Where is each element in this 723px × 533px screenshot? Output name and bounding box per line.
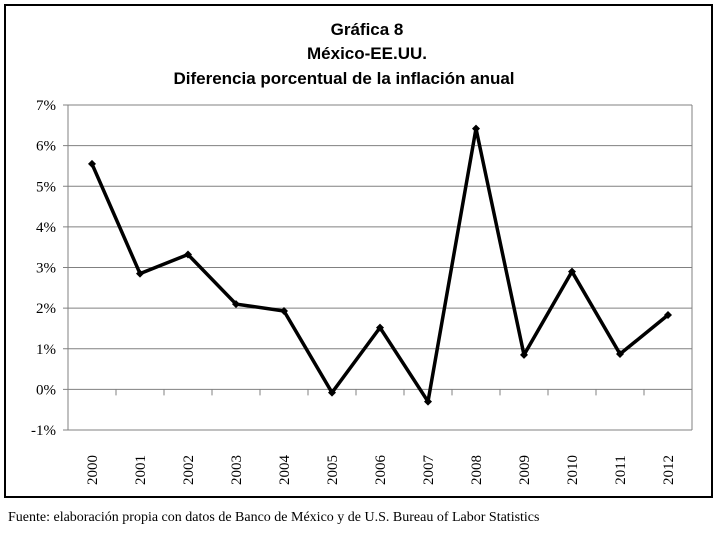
data-point-marker xyxy=(376,323,384,332)
x-tick-label: 2002 xyxy=(181,455,197,485)
x-tick-label: 2009 xyxy=(517,455,533,485)
y-tick-label: 5% xyxy=(36,179,56,195)
source-note: Fuente: elaboración propia con datos de … xyxy=(8,510,540,525)
x-tick-label: 2008 xyxy=(469,455,485,485)
y-tick-label: 3% xyxy=(36,261,56,277)
data-point-marker xyxy=(616,350,624,359)
data-point-marker xyxy=(184,250,192,259)
x-tick-label: 2006 xyxy=(373,455,389,486)
data-point-marker xyxy=(664,311,672,320)
y-tick-label: 0% xyxy=(36,382,56,398)
series-line xyxy=(90,126,670,404)
data-point-marker xyxy=(424,397,432,406)
x-tick-label: 2003 xyxy=(229,455,245,485)
y-tick-label: 4% xyxy=(36,220,56,236)
chart-title: Gráfica 8 México-EE.UU. Diferencia porce… xyxy=(173,20,514,88)
data-point-marker xyxy=(280,306,288,315)
y-axis-ticks: -1% 0% 1% 2% 3% 4% 5% 6% 7% xyxy=(31,98,68,439)
chart-title-line-1: Gráfica 8 xyxy=(331,20,404,39)
x-tick-label: 2011 xyxy=(613,455,629,484)
x-tick-label: 2004 xyxy=(277,455,293,486)
gridlines xyxy=(68,104,692,431)
y-tick-label: 1% xyxy=(36,342,56,358)
x-tick-label: 2000 xyxy=(85,455,101,485)
y-tick-label: -1% xyxy=(31,423,56,439)
data-point-marker xyxy=(568,267,576,276)
chart-frame xyxy=(4,4,713,498)
data-point-marker xyxy=(520,350,528,359)
y-tick-label: 7% xyxy=(36,98,56,114)
x-tick-label: 2007 xyxy=(421,455,437,486)
x-tick-label: 2001 xyxy=(133,455,149,485)
chart-title-line-3: Diferencia porcentual de la inflación an… xyxy=(173,69,514,88)
y-tick-label: 6% xyxy=(36,139,56,155)
data-point-marker xyxy=(88,159,96,168)
x-tick-label: 2010 xyxy=(565,455,581,485)
x-tick-label: 2005 xyxy=(325,455,341,485)
data-series xyxy=(88,124,672,406)
data-point-marker xyxy=(328,388,336,397)
x-axis-ticks: 2000 2001 2002 2003 2004 2005 2006 2007 2008 2009… xyxy=(67,389,693,486)
y-tick-label: 2% xyxy=(36,301,56,317)
chart-title-line-2: México-EE.UU. xyxy=(307,44,427,63)
data-point-marker xyxy=(232,300,240,309)
data-point-marker xyxy=(472,124,480,133)
data-point-marker xyxy=(136,269,144,278)
x-tick-label: 2012 xyxy=(661,455,677,485)
